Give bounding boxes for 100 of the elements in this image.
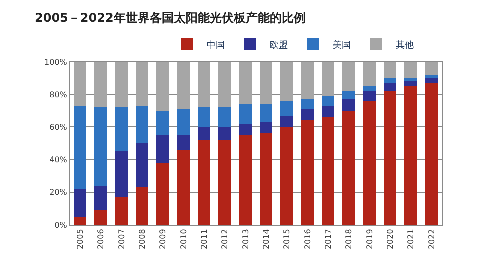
- legend-label: 中国: [207, 40, 226, 51]
- bar: [280, 127, 294, 225]
- bar: [404, 86, 418, 225]
- bar: [239, 62, 252, 104]
- bar: [177, 62, 190, 110]
- bar: [239, 124, 252, 136]
- bar: [156, 135, 170, 164]
- y-tick-label: 40%: [50, 156, 68, 165]
- chart-title: 2005－2022年世界各国太阳能光伏板产能的比例: [35, 10, 306, 25]
- bar: [156, 110, 170, 136]
- bar: [280, 116, 294, 128]
- bar: [322, 96, 335, 106]
- bar: [404, 78, 418, 82]
- y-tick-label: 0%: [54, 220, 68, 230]
- bar: [301, 62, 314, 100]
- bar: [94, 210, 108, 225]
- x-tick-label: 2010: [179, 229, 188, 250]
- bar: [156, 163, 170, 225]
- bar: [94, 108, 108, 186]
- bar: [301, 120, 314, 225]
- bar: [115, 152, 128, 198]
- bar: [280, 101, 294, 116]
- bar: [198, 140, 211, 225]
- bar: [218, 140, 232, 225]
- bar: [363, 62, 376, 86]
- bar: [74, 189, 87, 217]
- bar: [425, 78, 438, 84]
- bar: [115, 197, 128, 225]
- bar: [342, 91, 356, 100]
- bar: [404, 62, 418, 78]
- x-tick-label: 2018: [344, 229, 354, 250]
- x-tick-label: 2020: [386, 229, 395, 250]
- bar: [260, 62, 273, 104]
- bar: [342, 110, 356, 225]
- bar: [322, 62, 335, 96]
- y-tick-label: 20%: [50, 188, 68, 198]
- legend-label: 欧盟: [270, 40, 288, 51]
- legend-label: 其他: [396, 40, 414, 51]
- bar: [425, 75, 438, 78]
- x-tick-label: 2005: [76, 229, 85, 250]
- bar: [260, 122, 273, 134]
- bar: [177, 150, 190, 225]
- x-tick-label: 2008: [138, 229, 147, 250]
- bar: [260, 134, 273, 225]
- x-tick-label: 2016: [303, 229, 312, 250]
- x-tick-label: 2011: [200, 229, 209, 250]
- bar: [363, 91, 376, 102]
- bar: [136, 188, 149, 225]
- bar: [239, 104, 252, 124]
- bar: [384, 83, 397, 92]
- bar: [218, 127, 232, 140]
- bar: [198, 127, 211, 140]
- x-tick-label: 2007: [117, 229, 126, 250]
- y-tick-label: 100%: [44, 58, 68, 67]
- x-tick-label: 2017: [324, 229, 333, 250]
- bar: [156, 62, 170, 111]
- bar: [198, 62, 211, 108]
- y-tick-label: 80%: [50, 90, 68, 100]
- bar: [136, 106, 149, 144]
- bar: [136, 144, 149, 188]
- bar: [404, 82, 418, 86]
- bar: [301, 99, 314, 110]
- bar: [94, 186, 108, 210]
- bar: [425, 62, 438, 76]
- bar: [322, 106, 335, 118]
- bar: [115, 62, 128, 108]
- bar: [239, 135, 252, 225]
- x-tick-label: 2009: [158, 229, 168, 250]
- x-tick-label: 2019: [365, 229, 374, 250]
- bar: [198, 108, 211, 128]
- bar: [177, 135, 190, 150]
- x-tick-label: 2015: [282, 229, 292, 250]
- bar: [260, 104, 273, 122]
- bar: [94, 62, 108, 108]
- bar: [74, 106, 87, 190]
- x-tick-label: 2014: [262, 229, 271, 250]
- bar: [74, 216, 87, 225]
- x-tick-label: 2013: [241, 229, 250, 250]
- bar: [363, 101, 376, 225]
- bar: [342, 62, 356, 92]
- bar: [342, 99, 356, 111]
- bar: [322, 117, 335, 225]
- x-tick-label: 2021: [406, 229, 416, 250]
- x-tick-label: 2012: [220, 229, 230, 250]
- x-tick-label: 2022: [427, 229, 436, 250]
- bar: [384, 91, 397, 225]
- legend-label: 美国: [333, 40, 352, 51]
- bar: [136, 62, 149, 106]
- y-tick-label: 60%: [50, 123, 68, 132]
- bar: [363, 86, 376, 92]
- bar: [384, 62, 397, 78]
- bar: [218, 108, 232, 128]
- bar: [280, 62, 294, 102]
- bar: [218, 62, 232, 108]
- bar: [115, 108, 128, 152]
- bar: [301, 109, 314, 121]
- x-tick-label: 2006: [96, 229, 106, 250]
- bar: [425, 83, 438, 225]
- bar: [384, 78, 397, 84]
- bar: [74, 62, 87, 106]
